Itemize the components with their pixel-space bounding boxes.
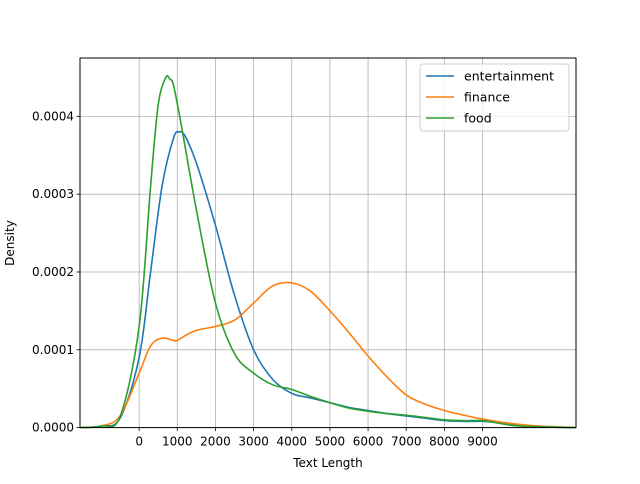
series-line-finance xyxy=(79,281,577,429)
x-tick-label: 8000 xyxy=(429,435,460,449)
x-tick-label: 7000 xyxy=(391,435,422,449)
legend: entertainment finance food xyxy=(419,63,570,132)
x-tick-label: 4000 xyxy=(276,435,307,449)
y-tick-label: 0.0003 xyxy=(32,187,74,201)
y-axis: 0.0000 0.0001 0.0002 0.0003 0.0004 xyxy=(32,109,80,435)
x-tick-label: 0 xyxy=(135,435,143,449)
legend-label-entertainment: entertainment xyxy=(464,69,554,84)
x-tick-label: 1000 xyxy=(162,435,193,449)
y-tick-label: 0.0004 xyxy=(32,109,74,123)
x-tick-label: 5000 xyxy=(315,435,346,449)
x-tick-label: 3000 xyxy=(238,435,269,449)
series-lines xyxy=(79,74,577,429)
legend-box xyxy=(419,63,570,132)
plot-frame xyxy=(79,57,577,429)
legend-label-food: food xyxy=(464,111,492,126)
x-tick-label: 2000 xyxy=(200,435,231,449)
legend-label-finance: finance xyxy=(464,90,510,105)
series-line-food xyxy=(79,74,577,429)
x-axis-label: Text Length xyxy=(292,456,362,470)
x-tick-label: 9000 xyxy=(467,435,498,449)
y-axis-label: Density xyxy=(3,220,17,266)
series-line-entertainment xyxy=(79,130,577,429)
y-tick-label: 0.0002 xyxy=(32,265,74,279)
x-axis: 0 1000 2000 3000 4000 5000 6000 7000 8000 9000 xyxy=(135,427,498,449)
x-tick-label: 6000 xyxy=(353,435,384,449)
y-tick-label: 0.0000 xyxy=(32,421,74,435)
y-tick-label: 0.0001 xyxy=(32,343,74,357)
